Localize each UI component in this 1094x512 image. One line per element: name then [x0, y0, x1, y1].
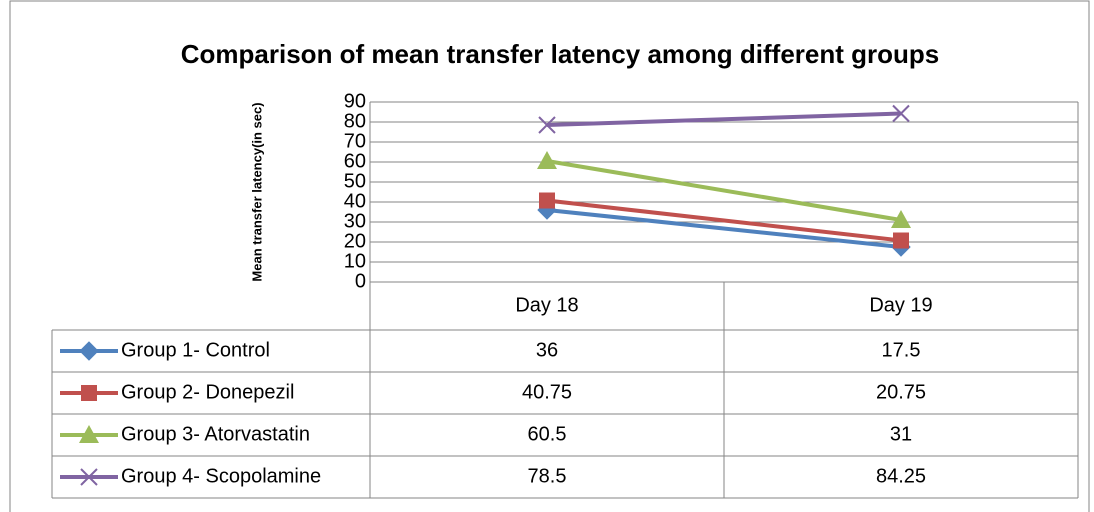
- series-line: [546, 159, 902, 222]
- table-cell: 17.5: [882, 339, 921, 361]
- y-tick-label: 90: [344, 90, 366, 112]
- x-tick-label: Day 18: [515, 294, 578, 316]
- data-point: [537, 151, 557, 169]
- series-line: [546, 198, 902, 243]
- data-point: [892, 104, 910, 123]
- table-cell: 31: [890, 423, 912, 445]
- table-cell: 60.5: [528, 423, 567, 445]
- table-cell: 40.75: [522, 381, 572, 403]
- table-cell: 20.75: [876, 381, 926, 403]
- y-tick-label: 40: [344, 190, 366, 212]
- data-point: [893, 232, 909, 249]
- y-tick-label: 10: [344, 250, 366, 272]
- y-tick-label: 70: [344, 130, 366, 152]
- y-tick-label: 0: [355, 270, 366, 292]
- legend-marker: [79, 341, 99, 361]
- chart-border: [9, 0, 1090, 512]
- legend-label: Group 4- Scopolamine: [121, 465, 321, 487]
- y-tick-label: 30: [344, 210, 366, 232]
- chart-title: Comparison of mean transfer latency amon…: [181, 39, 939, 69]
- y-tick-label: 60: [344, 150, 366, 172]
- data-point: [538, 116, 556, 134]
- series-line: [546, 208, 902, 249]
- table-cell: 78.5: [528, 465, 567, 487]
- data-point: [539, 192, 555, 209]
- table-cell: 36: [536, 339, 558, 361]
- legend-marker: [81, 385, 97, 401]
- y-axis-label: Mean transfer latency(in sec): [249, 102, 264, 281]
- legend-label: Group 3- Atorvastatin: [121, 423, 310, 445]
- series-line: [546, 111, 902, 127]
- legend-label: Group 1- Control: [121, 339, 270, 361]
- data-point: [891, 210, 911, 228]
- table-cell: 84.25: [876, 465, 926, 487]
- legend-marker: [79, 425, 99, 443]
- x-tick-label: Day 19: [869, 294, 932, 316]
- y-tick-label: 20: [344, 230, 366, 252]
- y-tick-label: 50: [344, 170, 366, 192]
- legend-label: Group 2- Donepezil: [121, 381, 294, 403]
- legend-marker: [80, 468, 98, 486]
- y-tick-label: 80: [344, 110, 366, 132]
